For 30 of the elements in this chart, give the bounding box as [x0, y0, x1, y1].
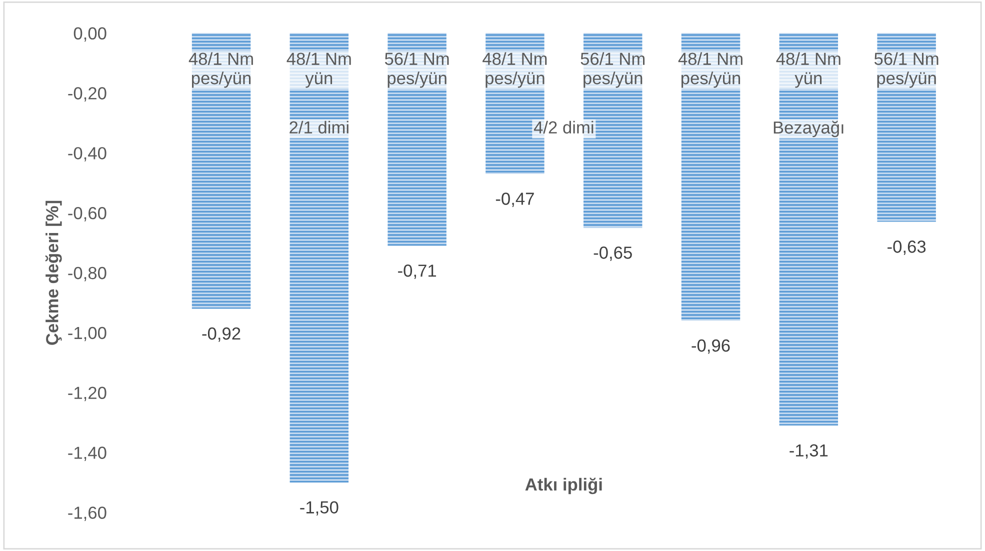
x-tick-label: 48/1 Nm pes/yün — [188, 52, 253, 88]
x-tick-label: 56/1 Nm pes/yün — [580, 52, 645, 88]
y-tick-label: -0,20 — [68, 87, 106, 102]
data-label: -1,31 — [790, 444, 828, 459]
x-tick-label: 56/1 Nm pes/yün — [384, 52, 449, 88]
data-label: -0,63 — [888, 240, 926, 255]
y-tick-label: -0,60 — [68, 206, 106, 222]
data-label: -0,96 — [692, 339, 730, 354]
x-tick-label: 56/1 Nm pes/yün — [874, 52, 938, 88]
data-label: -0,92 — [202, 327, 240, 342]
data-label: -0,47 — [496, 192, 534, 207]
y-tick-label: -1,40 — [68, 446, 106, 462]
x-tick-label: 48/1 Nm pes/yün — [678, 52, 742, 88]
annotation: 2/1 dimi — [290, 120, 348, 134]
y-axis-title: Çekme değeri [%] — [45, 200, 62, 345]
data-label: -0,71 — [398, 264, 436, 279]
x-tick-label: 48/1 Nm pes/yün — [482, 52, 547, 88]
y-tick-label: -1,60 — [68, 506, 106, 521]
x-tick-label: 48/1 Nm yün — [286, 52, 351, 88]
x-tick-label: 48/1 Nm yün — [776, 52, 840, 88]
data-label: -0,65 — [594, 246, 632, 261]
annotation: Bezayağı — [774, 120, 844, 138]
y-tick-label: 0,00 — [74, 27, 106, 42]
y-tick-label: -0,80 — [68, 266, 106, 282]
y-tick-label: -0,40 — [68, 147, 106, 162]
annotation: 4/2 dimi — [534, 120, 594, 134]
y-tick-label: -1,00 — [68, 326, 106, 342]
y-tick-label: -1,20 — [68, 386, 106, 402]
data-label: -1,50 — [300, 501, 338, 516]
x-axis-title: Atkı ipliği — [525, 478, 602, 494]
